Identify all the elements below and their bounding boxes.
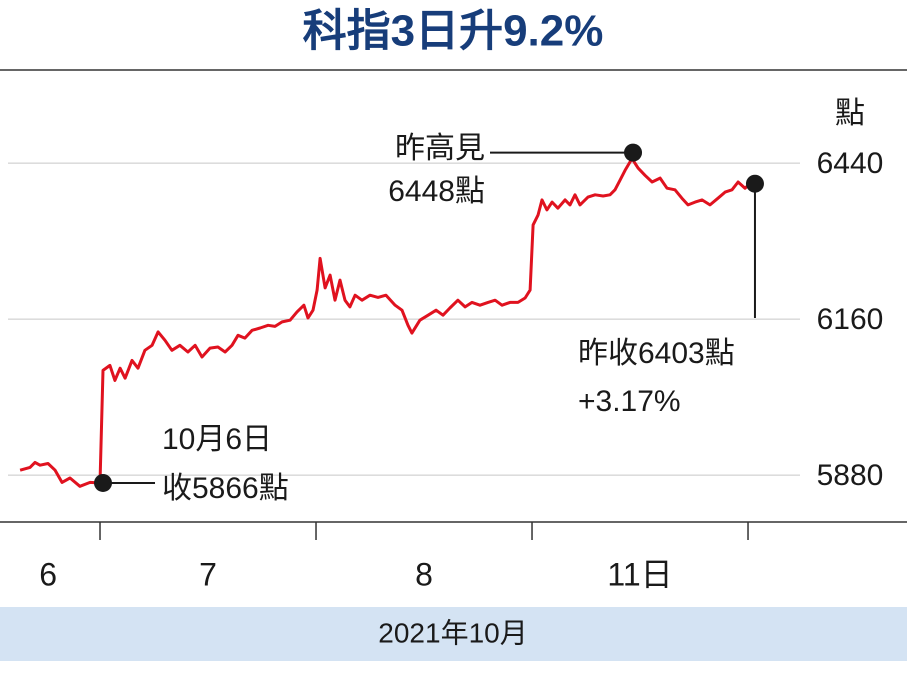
x-axis-label: 2021年10月 xyxy=(378,617,527,648)
annotation-text: 10月6日 xyxy=(162,423,272,456)
x-tick-label: 8 xyxy=(415,556,433,592)
y-unit: 點 xyxy=(835,97,865,130)
line-series xyxy=(19,157,752,488)
chart-title: 科指3日升9.2% xyxy=(303,7,604,56)
annotation-text: +3.17% xyxy=(578,385,681,418)
marker xyxy=(624,143,643,162)
x-tick-label: 6 xyxy=(39,556,57,592)
y-tick-label: 6440 xyxy=(817,147,884,180)
x-tick-label: 7 xyxy=(199,556,217,592)
marker xyxy=(94,473,113,492)
x-tick-label: 11日 xyxy=(607,556,672,592)
y-tick-label: 6160 xyxy=(817,303,884,336)
annotation-text: 收5866點 xyxy=(162,472,289,505)
y-tick-label: 5880 xyxy=(817,459,884,492)
annotation-text: 昨收6403點 xyxy=(578,337,735,370)
marker xyxy=(745,174,764,193)
annotation-text: 6448點 xyxy=(388,175,485,208)
x-label-band xyxy=(0,607,907,661)
annotation-text: 昨高見 xyxy=(395,132,485,165)
